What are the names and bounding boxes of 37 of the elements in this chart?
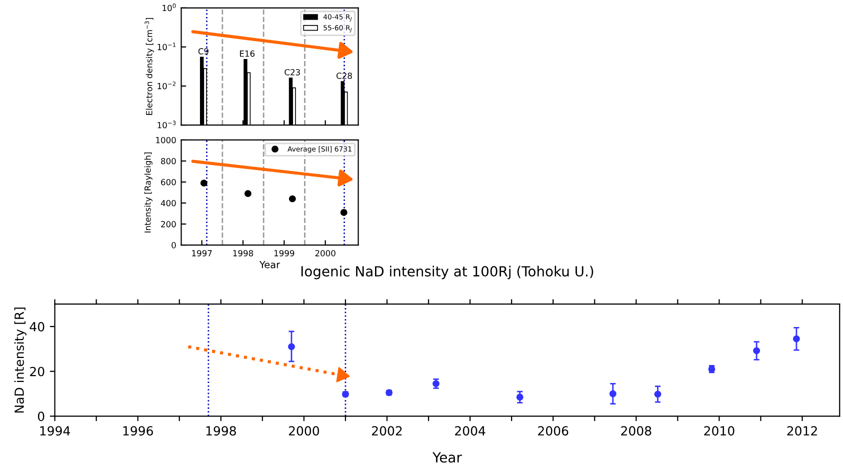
x-tick-label: 1999 [274,250,294,256]
y-tick-label: 400 [160,200,176,206]
y-tick-label: 10$^{−2}$ [158,82,176,90]
y-tick-label: 800 [161,158,176,164]
annotation: E16 [240,50,255,57]
x-tick-label: 1998 [206,426,236,436]
x-tick-label: 2004 [455,426,486,436]
x-axis-title: Year [259,261,280,268]
y-tick-label: 1000 [156,136,176,144]
x-tick-label: 2006 [538,426,568,436]
y-tick-label: 10$^{−3}$ [158,120,176,128]
x-tick-label: 2008 [621,426,652,436]
x-tick-label: 2012 [787,426,817,436]
x-tick-label: 2000 [288,426,320,436]
annotation: C28 [336,72,352,79]
y-tick-label: 0 [38,412,44,422]
x-tick-label: 1994 [40,426,70,436]
x-axis-title: Year [432,452,462,463]
x-tick-label: 2010 [704,426,734,436]
x-tick-label: 1996 [123,426,153,436]
y-axis-title: NaD intensity [R] [14,308,26,413]
y-tick-label: 200 [161,221,176,228]
y-tick-label: 20 [30,366,44,376]
x-tick-label: 1997 [192,250,212,256]
x-tick-label: 2000 [315,250,336,256]
y-tick-label: 10$^{0}$ [162,3,176,12]
y-tick-label: 40 [30,322,44,332]
y-tick-label: 10$^{−1}$ [158,42,176,50]
y-axis-title: Intensity [Rayleigh] [144,152,152,232]
x-tick-label: 1998 [233,250,254,256]
chart-title: Iogenic NaD intensity at 100Rj (Tohoku U.) [301,266,594,280]
x-tick-label: 2002 [372,426,402,436]
y-tick-label: 600 [161,178,176,186]
y-axis-title: Electron density [cm$^{−3}$] [144,18,154,115]
y-tick-label: 0 [172,242,176,248]
annotation: C9 [198,48,208,54]
annotation: C23 [284,69,300,76]
